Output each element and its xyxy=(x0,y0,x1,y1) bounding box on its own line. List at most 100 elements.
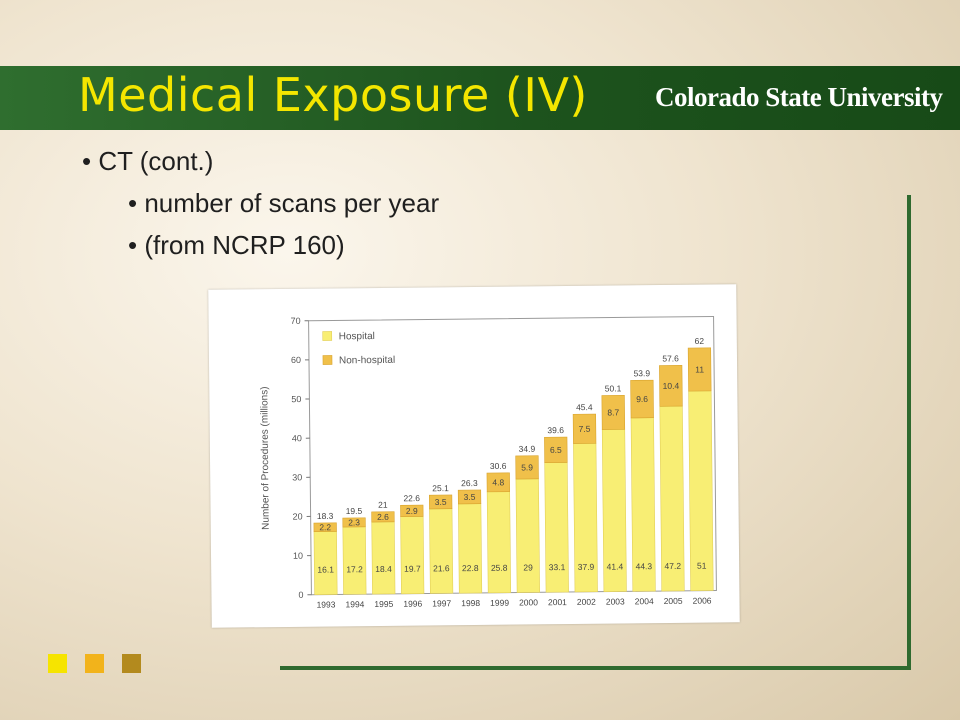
x-tick-label: 2005 xyxy=(664,596,683,606)
data-label-hospital: 18.4 xyxy=(375,564,392,574)
x-tick-label: 1995 xyxy=(374,599,393,609)
bar-hospital xyxy=(371,521,396,595)
data-label-total: 39.6 xyxy=(547,425,564,435)
university-logo: Colorado State University xyxy=(655,82,943,112)
bar-non-hospital xyxy=(515,455,539,480)
y-tick-label: 60 xyxy=(291,355,301,365)
bar-non-hospital xyxy=(687,347,712,392)
data-label-total: 21 xyxy=(378,500,388,510)
y-tick-label: 70 xyxy=(291,316,301,326)
data-label-total: 25.1 xyxy=(432,483,449,493)
sub-bullet-item: • number of scans per year xyxy=(128,188,440,218)
frame-line-right xyxy=(907,195,911,670)
y-tick-label: 0 xyxy=(298,590,303,600)
data-label-total: 57.6 xyxy=(662,353,679,363)
data-label-hospital: 37.9 xyxy=(578,562,595,572)
bar-hospital xyxy=(429,508,454,594)
data-label-non-hospital: 2.2 xyxy=(319,522,331,532)
bullet-text: (from NCRP 160) xyxy=(144,230,345,260)
x-tick-label: 2001 xyxy=(548,597,567,607)
x-tick-label: 1994 xyxy=(345,599,364,609)
data-label-non-hospital: 11 xyxy=(695,364,704,374)
data-label-hospital: 47.2 xyxy=(664,561,681,571)
stacked-bar-chart: 0 10 20 30 40 50 60 70 Number of Procedures (mil… xyxy=(259,316,717,610)
bar-hospital xyxy=(342,526,367,595)
legend-label-hospital: Hospital xyxy=(339,331,375,342)
data-label-non-hospital: 9.6 xyxy=(636,394,648,404)
data-label-total: 53.9 xyxy=(633,368,650,378)
bar-non-hospital xyxy=(486,472,510,493)
bar-non-hospital xyxy=(659,365,683,407)
data-label-non-hospital: 4.8 xyxy=(492,477,504,487)
data-label-total: 19.5 xyxy=(346,506,363,516)
data-label-total: 45.4 xyxy=(576,402,593,412)
y-tick-label: 50 xyxy=(291,394,301,404)
data-label-total: 30.6 xyxy=(490,461,507,471)
x-tick-label: 2003 xyxy=(606,596,625,606)
data-label-non-hospital: 2.3 xyxy=(348,517,360,527)
data-label-total: 22.6 xyxy=(403,493,420,503)
legend-swatch-non-hospital xyxy=(322,355,333,365)
data-label-hospital: 44.3 xyxy=(636,561,653,571)
data-label-hospital: 33.1 xyxy=(549,562,566,572)
bar-non-hospital xyxy=(371,511,395,523)
data-label-hospital: 22.8 xyxy=(462,563,479,573)
accent-square-yellow xyxy=(48,654,67,673)
data-label-non-hospital: 3.5 xyxy=(435,497,447,507)
data-label-total: 26.3 xyxy=(461,478,478,488)
data-label-non-hospital: 3.5 xyxy=(464,492,476,502)
accent-square-orange xyxy=(85,654,104,673)
bar-hospital xyxy=(400,516,425,595)
x-tick-label: 1999 xyxy=(490,598,509,608)
data-label-non-hospital: 2.6 xyxy=(377,512,389,522)
bar-non-hospital xyxy=(342,517,366,528)
bullet-item: • CT (cont.) xyxy=(82,146,214,176)
bar-non-hospital xyxy=(601,395,626,430)
chart-panel: 0 10 20 30 40 50 60 70 Number of Procedures (mil… xyxy=(208,284,740,628)
bar-hospital xyxy=(458,503,483,594)
bar-non-hospital xyxy=(457,489,482,505)
bar-non-hospital xyxy=(313,522,337,532)
data-label-non-hospital: 6.5 xyxy=(550,445,562,455)
data-label-total: 18.3 xyxy=(317,511,334,521)
y-tick-label: 40 xyxy=(292,433,302,443)
legend-label-non-hospital: Non-hospital xyxy=(339,355,395,367)
legend-swatch-hospital xyxy=(322,331,333,341)
bullet-text: number of scans per year xyxy=(144,188,440,218)
data-label-non-hospital: 2.9 xyxy=(406,506,418,516)
data-label-hospital: 19.7 xyxy=(404,564,421,574)
bar-non-hospital xyxy=(400,504,424,517)
slide-title: Medical Exposure (IV) xyxy=(78,68,588,122)
bar-hospital xyxy=(544,462,569,593)
data-label-non-hospital: 7.5 xyxy=(579,424,591,434)
data-label-total: 62 xyxy=(695,336,705,346)
bar-hospital xyxy=(515,478,540,593)
data-label-non-hospital: 10.4 xyxy=(663,381,680,391)
x-tick-label: 1993 xyxy=(316,599,335,609)
data-label-hospital: 25.8 xyxy=(491,563,508,573)
x-tick-label: 2000 xyxy=(519,597,538,607)
x-tick-label: 2004 xyxy=(635,596,654,606)
y-tick-label: 20 xyxy=(293,512,303,522)
data-label-hospital: 29 xyxy=(523,562,533,572)
data-label-total: 34.9 xyxy=(519,444,536,454)
bar-non-hospital xyxy=(429,494,453,510)
bullet-text: CT (cont.) xyxy=(98,146,214,176)
data-label-hospital: 16.1 xyxy=(317,564,334,574)
sub-bullet-item: • (from NCRP 160) xyxy=(128,230,345,260)
data-label-hospital: 51 xyxy=(697,561,707,571)
bar-non-hospital xyxy=(544,436,568,464)
frame-line-bottom xyxy=(280,666,911,670)
x-tick-label: 2002 xyxy=(577,597,596,607)
accent-square-gold xyxy=(122,654,141,673)
y-axis-label: Number of Procedures (millions) xyxy=(259,386,272,529)
data-label-hospital: 17.2 xyxy=(346,564,363,574)
x-tick-label: 2006 xyxy=(693,596,712,606)
y-tick-label: 10 xyxy=(293,551,303,561)
bar-non-hospital xyxy=(630,379,654,419)
data-label-non-hospital: 5.9 xyxy=(521,462,533,472)
x-tick-label: 1998 xyxy=(461,598,480,608)
bar-non-hospital xyxy=(572,413,597,444)
data-label-total: 50.1 xyxy=(605,383,622,393)
bar-hospital xyxy=(486,491,512,594)
